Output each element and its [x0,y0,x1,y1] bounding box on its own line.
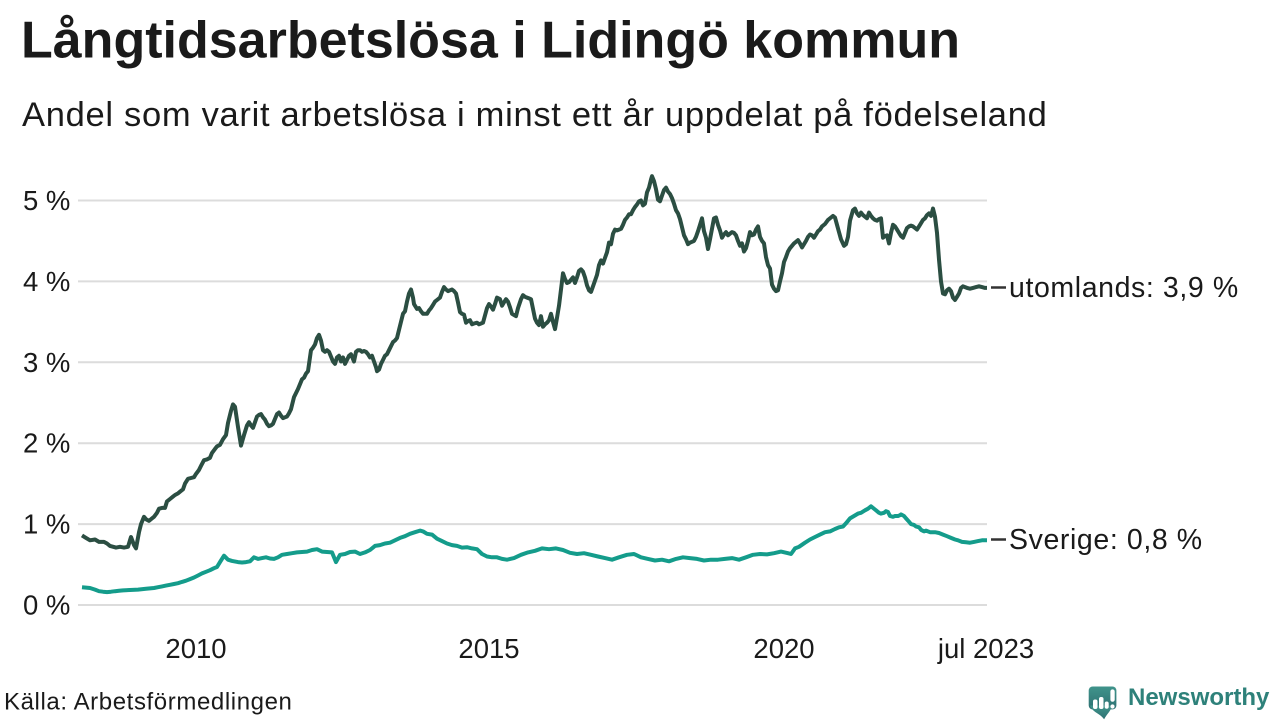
svg-text:utomlands: 3,9 %: utomlands: 3,9 % [1009,272,1239,304]
svg-text:3 %: 3 % [23,347,70,378]
svg-text:2020: 2020 [753,633,814,664]
svg-text:jul 2023: jul 2023 [937,633,1034,664]
svg-text:2010: 2010 [165,633,226,664]
svg-text:0 %: 0 % [23,590,70,621]
svg-text:Andel som varit arbetslösa i m: Andel som varit arbetslösa i minst ett å… [22,96,1047,134]
svg-text:4 %: 4 % [23,266,70,297]
svg-text:Långtidsarbetslösa i Lidingö k: Långtidsarbetslösa i Lidingö kommun [21,12,960,70]
svg-text:Sverige: 0,8 %: Sverige: 0,8 % [1009,524,1203,556]
svg-text:Newsworthy: Newsworthy [1128,684,1270,711]
svg-text:5 %: 5 % [23,185,70,216]
svg-text:1 %: 1 % [23,509,70,540]
svg-text:Källa: Arbetsförmedlingen: Källa: Arbetsförmedlingen [4,689,293,716]
svg-text:2 %: 2 % [23,428,70,459]
svg-text:2015: 2015 [458,633,519,664]
